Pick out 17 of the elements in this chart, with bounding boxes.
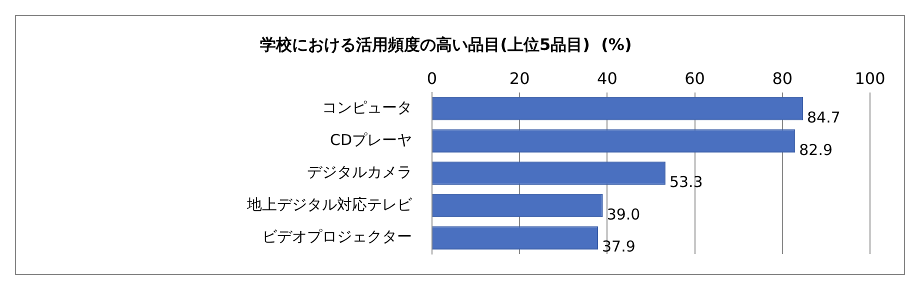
x-tick-label: 40: [597, 68, 618, 88]
x-tick-label: 100: [854, 68, 886, 88]
y-tick-label: デジタルカメラ: [307, 163, 412, 182]
y-tick-label: ビデオプロジェクター: [262, 228, 412, 246]
data-label: 84.7: [806, 108, 840, 126]
x-tick-label: 60: [684, 68, 705, 88]
x-tick-label: 0: [426, 68, 438, 88]
y-tick-label: CDプレーヤ: [330, 130, 412, 149]
data-label: 37.9: [602, 238, 636, 256]
x-tick-label: 80: [772, 68, 793, 88]
chart-title: 学校における活用頻度の高い品目(上位5品目) (%): [260, 34, 632, 54]
data-label: 82.9: [799, 140, 833, 159]
x-tick-label: 20: [509, 68, 530, 88]
y-tick-label: コンピュータ: [322, 98, 412, 116]
y-tick-label: 地上デジタル対応テレビ: [246, 195, 413, 214]
data-label: 53.3: [669, 173, 703, 192]
data-label: 39.0: [606, 205, 640, 224]
